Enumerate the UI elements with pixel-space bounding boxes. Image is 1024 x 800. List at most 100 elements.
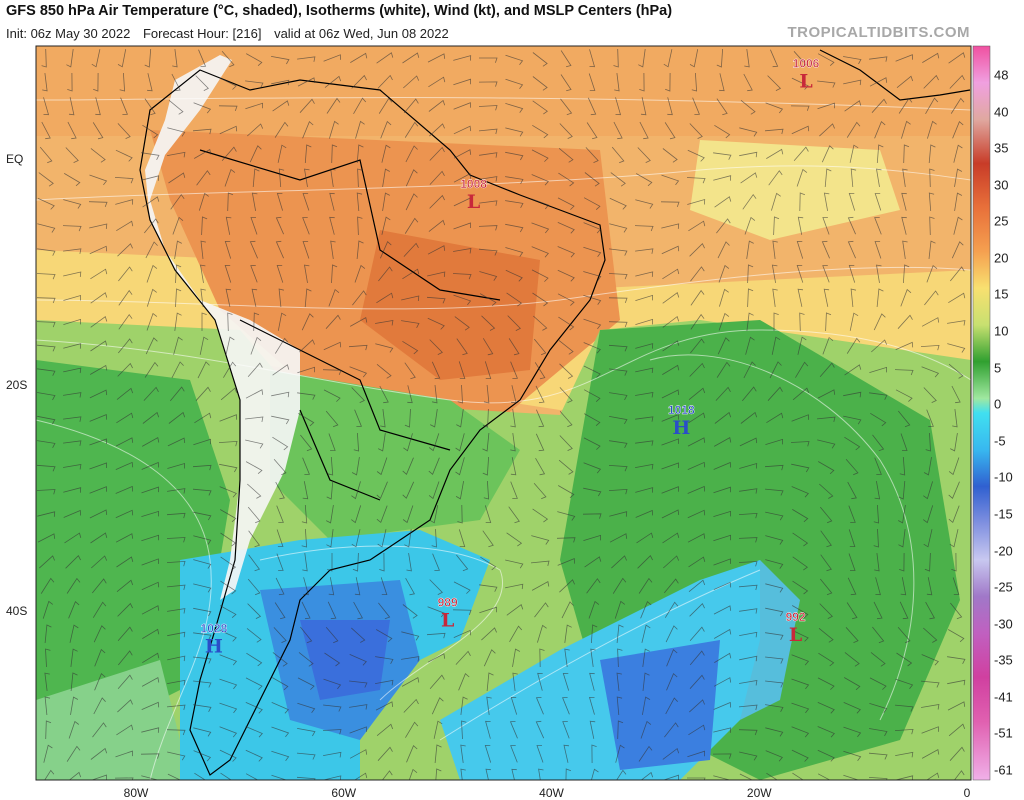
wind-barb <box>897 626 911 644</box>
wind-barb <box>900 288 912 307</box>
wind-barb <box>876 168 882 187</box>
wind-barb <box>380 120 392 139</box>
wind-barb <box>90 747 108 760</box>
wind-barb <box>219 486 237 498</box>
wind-barb <box>225 336 235 355</box>
wind-barb <box>297 728 316 737</box>
wind-barb <box>951 552 957 572</box>
wind-barb <box>895 389 913 402</box>
wind-barb <box>923 481 933 500</box>
wind-barb <box>560 50 572 68</box>
wind-barb <box>89 245 108 255</box>
wind-barb <box>302 121 314 139</box>
wind-barb <box>456 554 469 572</box>
lat-label: EQ <box>6 152 24 166</box>
wind-barb <box>377 746 393 761</box>
wind-barb <box>718 312 730 331</box>
wind-barb <box>327 601 337 620</box>
wind-barb <box>479 293 497 307</box>
pressure-symbol: H <box>672 417 690 439</box>
wind-barb <box>589 49 596 68</box>
wind-barb <box>219 463 238 473</box>
colorbar-tick-label: 10 <box>994 323 1009 339</box>
wind-barb <box>304 264 310 283</box>
wind-barb <box>64 532 82 544</box>
pressure-value: 989 <box>438 595 458 609</box>
wind-barb <box>325 410 339 428</box>
wind-barb <box>640 97 647 116</box>
wind-barb <box>455 433 465 452</box>
wind-barb <box>895 775 914 780</box>
wind-barb <box>772 288 778 307</box>
wind-barb <box>375 320 394 326</box>
wind-barb <box>169 386 185 402</box>
wind-barb <box>738 704 758 711</box>
wind-barb <box>115 461 134 470</box>
wind-barb <box>532 124 549 139</box>
wind-barb <box>745 336 755 355</box>
wind-barb <box>922 505 934 524</box>
wind-barb <box>666 673 678 691</box>
wind-barb <box>740 99 756 115</box>
wind-barb <box>353 97 367 114</box>
wind-barb <box>63 248 82 254</box>
wind-barb <box>272 364 290 376</box>
wind-barb <box>713 461 731 470</box>
wind-barb <box>873 504 880 524</box>
wind-barb <box>897 314 913 329</box>
colorbar-tick-label: 15 <box>994 286 1009 302</box>
wind-barb <box>765 535 784 545</box>
wind-barb <box>817 80 836 88</box>
wind-barb <box>822 265 830 283</box>
wind-barb <box>297 392 316 400</box>
wind-barb <box>900 433 908 451</box>
wind-barb <box>536 409 545 428</box>
wind-barb <box>689 603 705 617</box>
wind-barb <box>193 102 212 114</box>
wind-barb <box>558 147 574 163</box>
wind-barb <box>639 121 649 140</box>
wind-barb <box>218 105 238 112</box>
wind-barb <box>791 629 809 642</box>
wind-barb <box>617 648 623 668</box>
wind-barb <box>63 440 82 446</box>
wind-barb <box>850 168 857 188</box>
wind-barb <box>846 337 861 354</box>
wind-barb <box>848 192 856 211</box>
wind-barb <box>220 772 232 780</box>
colorbar-tick-label: 30 <box>994 177 1009 193</box>
wind-barb <box>664 722 679 738</box>
wind-barb <box>767 386 783 401</box>
colorbar-tick-label: -30 <box>994 616 1013 632</box>
wind-barb <box>402 457 414 475</box>
wind-barb <box>819 483 834 499</box>
wind-barb <box>895 54 913 62</box>
wind-barb <box>142 436 160 447</box>
wind-barb <box>687 777 706 780</box>
wind-barb <box>713 701 731 710</box>
wind-barb <box>43 97 50 116</box>
wind-barb <box>584 413 601 426</box>
wind-barb <box>929 216 935 236</box>
wind-barb <box>505 103 524 113</box>
wind-barb <box>271 750 290 761</box>
wind-barb <box>716 48 723 68</box>
wind-barb <box>428 457 440 475</box>
wind-barb <box>843 391 862 398</box>
wind-barb <box>770 49 779 68</box>
wind-barb <box>901 120 911 139</box>
wind-barb <box>738 537 758 543</box>
wind-barb <box>248 530 261 548</box>
wind-barb <box>822 336 834 355</box>
wind-barb <box>616 672 622 691</box>
wind-barb <box>819 362 835 378</box>
wind-barb <box>661 509 680 519</box>
wind-barb <box>351 387 365 403</box>
wind-barb <box>895 751 914 758</box>
wind-barb <box>739 751 758 761</box>
wind-barb <box>117 674 133 690</box>
